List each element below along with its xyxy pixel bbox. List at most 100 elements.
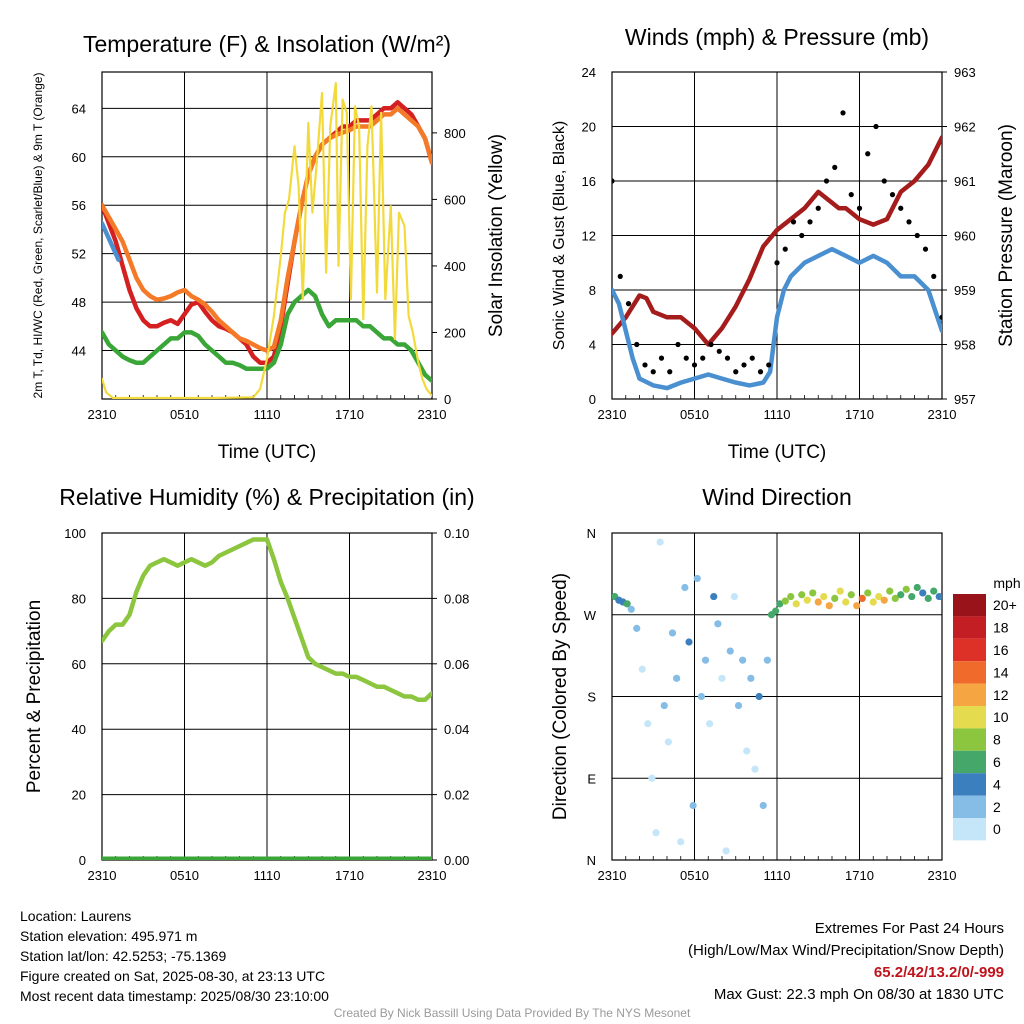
direction-point <box>664 738 672 746</box>
y-right-tick-label: 962 <box>954 120 976 135</box>
colorbar-label: 16 <box>993 642 1009 658</box>
y-tick-label: 0 <box>79 853 86 868</box>
y-tick-label: N <box>587 526 596 541</box>
y-right-tick-label: 0.06 <box>444 657 469 672</box>
direction-point <box>869 598 877 606</box>
gust-point <box>642 362 648 368</box>
direction-point <box>759 801 767 810</box>
y-tick-label: 20 <box>72 788 86 803</box>
x-tick-label: 0510 <box>170 868 199 883</box>
gust-point <box>807 219 813 225</box>
recent-timestamp: Most recent data timestamp: 2025/08/30 2… <box>20 988 329 1004</box>
x-tick-label: 2310 <box>598 868 627 883</box>
x-tick-label: 2310 <box>418 868 447 883</box>
direction-point <box>842 598 850 606</box>
gust-point <box>700 355 706 361</box>
direction-point <box>747 674 755 682</box>
gust-point <box>724 355 731 361</box>
direction-point <box>847 591 855 599</box>
colorbar-label: 14 <box>993 664 1009 680</box>
direction-point <box>908 592 916 601</box>
direction-point <box>726 647 734 655</box>
x-tick-label: 1110 <box>764 407 791 422</box>
gust-point <box>790 219 797 225</box>
station-info: Location: Laurens Station elevation: 495… <box>20 906 329 1006</box>
x-tick-label: 2310 <box>928 407 957 422</box>
x-tick-label: 1110 <box>254 868 281 883</box>
direction-point <box>697 692 705 701</box>
direction-point <box>886 587 894 595</box>
direction-point <box>825 602 833 610</box>
direction-point <box>820 592 828 601</box>
series-line-wind_chill <box>102 221 121 262</box>
gust-point <box>749 355 755 361</box>
extremes-info: Extremes For Past 24 Hours (High/Low/Max… <box>688 918 1004 1006</box>
y-right-tick-label: 960 <box>954 229 976 244</box>
y-tick-label: 16 <box>582 174 596 189</box>
direction-point <box>656 538 664 546</box>
plot-area <box>612 538 942 855</box>
direction-point <box>689 801 697 810</box>
y-tick-label: S <box>587 690 596 705</box>
gust-point <box>889 192 896 198</box>
y-tick-label: 12 <box>582 229 596 244</box>
y-tick-label: 24 <box>582 65 596 80</box>
gust-point <box>675 341 681 348</box>
direction-point <box>685 638 693 646</box>
direction-point <box>897 591 905 599</box>
x-tick-label: 0510 <box>680 407 709 422</box>
series-line-pressure <box>612 135 942 347</box>
direction-point <box>722 847 730 855</box>
y-axis-label: Percent & Precipitation <box>24 600 45 793</box>
x-tick-label: 1110 <box>764 868 791 883</box>
colorbar-swatch <box>953 616 986 639</box>
direction-point <box>919 589 927 597</box>
gust-point <box>625 301 632 307</box>
gust-point <box>873 123 879 130</box>
y-tick-label: 44 <box>72 344 86 359</box>
gust-point <box>881 178 887 184</box>
direction-point <box>693 574 701 583</box>
gust-point <box>691 362 698 368</box>
y-right-tick-label: 0.00 <box>444 853 469 868</box>
gust-point <box>667 369 673 375</box>
direction-point <box>836 587 844 595</box>
chart-title: Winds (mph) & Pressure (mb) <box>625 24 929 50</box>
y-tick-label: 48 <box>72 295 86 310</box>
direction-point <box>798 591 806 599</box>
direction-point <box>627 605 635 613</box>
extremes-subtitle: (High/Low/Max Wind/Precipitation/Snow De… <box>688 942 1004 959</box>
extremes-values: 65.2/42/13.2/0/-999 <box>873 964 1004 981</box>
gust-point <box>741 362 747 368</box>
direction-point <box>913 583 921 592</box>
direction-point <box>858 594 866 603</box>
colorbar-label: 20+ <box>993 597 1017 613</box>
colorbar-label: 4 <box>993 776 1001 792</box>
gust-point <box>782 246 788 252</box>
x-tick-label: 2310 <box>88 868 117 883</box>
direction-point <box>743 747 751 755</box>
x-tick-label: 2310 <box>598 407 627 422</box>
y-tick-label: N <box>587 853 596 868</box>
y-right-tick-label: 958 <box>954 338 976 353</box>
gust-point <box>612 178 615 184</box>
colorbar-label: 0 <box>993 821 1001 837</box>
y-tick-label: 4 <box>589 338 596 353</box>
gust-point <box>650 369 656 375</box>
colorbar-swatch <box>953 795 986 818</box>
gust-point <box>774 260 780 266</box>
direction-point <box>902 585 910 593</box>
gust-point <box>634 341 640 348</box>
y-right-axis-label: Station Pressure (Maroon) <box>996 124 1017 347</box>
direction-point <box>751 765 759 773</box>
x-axis-label: Time (UTC) <box>728 442 827 463</box>
gust-point <box>716 348 722 354</box>
direction-point <box>660 701 668 710</box>
series-line-wind <box>612 246 942 391</box>
gust-point <box>733 369 739 375</box>
y-right-tick-label: 600 <box>444 192 466 207</box>
direction-point <box>853 602 861 610</box>
direction-point <box>701 656 710 664</box>
direction-point <box>803 596 811 604</box>
